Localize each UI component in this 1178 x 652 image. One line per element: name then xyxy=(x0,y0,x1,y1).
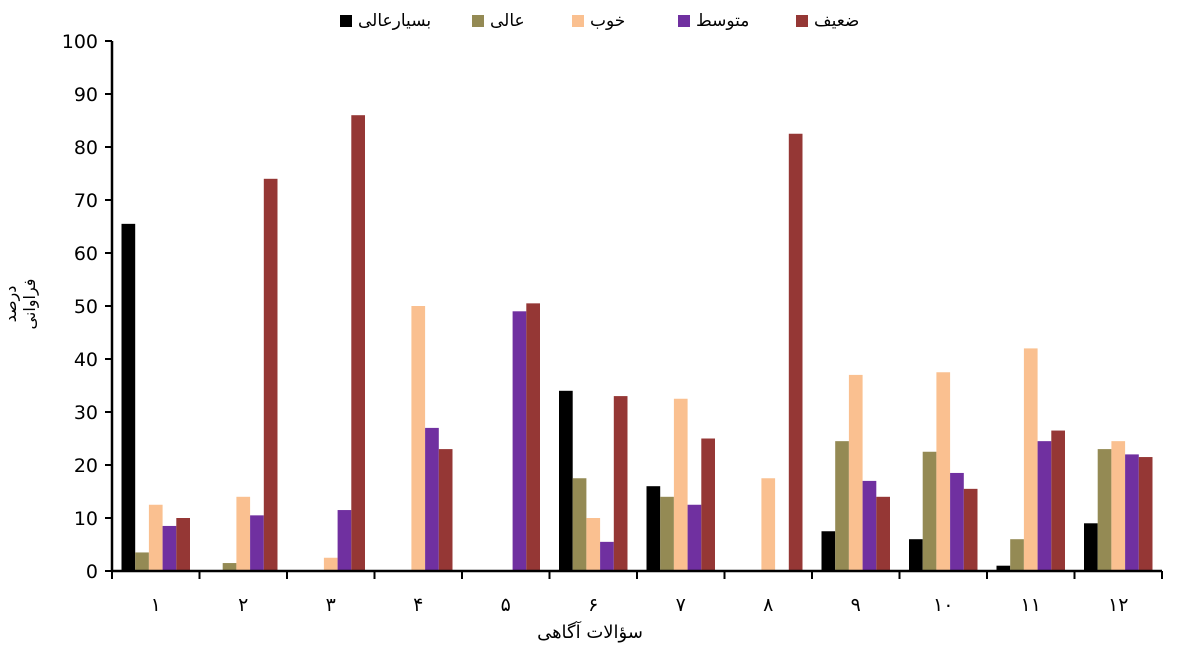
bar xyxy=(425,427,439,571)
bar xyxy=(646,486,661,571)
x-tick-label: ۳ xyxy=(326,594,336,616)
y-tick-label: 100 xyxy=(62,31,98,53)
legend-item-weak: ضعیف xyxy=(796,8,859,34)
bar xyxy=(162,525,177,571)
y-tick-label: 90 xyxy=(74,84,98,106)
bar xyxy=(176,518,190,571)
bar xyxy=(411,306,426,571)
bar xyxy=(848,374,863,571)
legend-swatch xyxy=(678,15,690,27)
bar xyxy=(950,472,964,571)
bar xyxy=(263,178,278,572)
x-tick-label: ۱۱ xyxy=(1021,594,1041,616)
bar xyxy=(323,557,338,571)
bar xyxy=(1051,430,1065,571)
bar xyxy=(586,518,601,571)
bar xyxy=(687,504,702,571)
legend-swatch xyxy=(472,15,484,27)
x-tick-label: ۵ xyxy=(501,594,511,616)
legend-swatch xyxy=(340,15,352,27)
x-tick-label: ۱۰ xyxy=(933,594,953,616)
legend-swatch xyxy=(572,15,584,27)
bar xyxy=(1111,441,1126,571)
bar xyxy=(135,552,149,571)
legend: بسیارعالی عالی خوب متوسط ضعیف xyxy=(340,8,900,34)
bar xyxy=(512,311,527,571)
bar xyxy=(1097,449,1112,571)
bar xyxy=(438,449,453,571)
x-axis-title: سؤالات آگاهی xyxy=(537,622,643,643)
bar xyxy=(1138,457,1153,571)
x-tick-label: ۱۲ xyxy=(1108,594,1128,616)
y-tick-label: 0 xyxy=(86,561,98,583)
bar xyxy=(337,510,352,571)
legend-label: متوسط xyxy=(696,11,750,31)
x-tick-label: ۶ xyxy=(588,594,598,616)
x-tick-label: ۲ xyxy=(238,594,248,616)
legend-item-good: خوب xyxy=(572,8,625,34)
bar xyxy=(660,496,674,571)
bar xyxy=(701,438,715,571)
bar xyxy=(236,496,251,571)
y-tick-label: 80 xyxy=(74,137,98,159)
bar xyxy=(922,451,937,571)
y-tick-label: 70 xyxy=(74,190,98,212)
bar xyxy=(862,480,877,571)
bar xyxy=(600,541,614,571)
bar xyxy=(351,115,365,571)
bar xyxy=(1010,539,1024,571)
y-tick-label: 20 xyxy=(74,455,98,477)
bar xyxy=(250,515,264,571)
legend-label: عالی xyxy=(490,11,525,31)
legend-item-average: متوسط xyxy=(678,8,749,34)
bar xyxy=(876,496,890,571)
bar xyxy=(559,390,573,571)
bar xyxy=(1125,454,1139,571)
bar xyxy=(526,303,540,571)
bar xyxy=(1023,348,1038,571)
bar xyxy=(996,565,1011,571)
bar xyxy=(572,478,587,571)
bar xyxy=(222,563,237,571)
y-tick-label: 60 xyxy=(74,243,98,265)
bar xyxy=(761,478,776,571)
y-tick-label: 50 xyxy=(74,296,98,318)
y-tick-label: 30 xyxy=(74,402,98,424)
legend-item-very-excellent: بسیارعالی xyxy=(340,8,431,34)
legend-label: بسیارعالی xyxy=(358,11,432,31)
bar xyxy=(963,488,978,571)
legend-label: ضعیف xyxy=(814,11,860,31)
bar xyxy=(613,396,628,571)
bar xyxy=(835,441,849,571)
x-tick-label: ۱ xyxy=(151,594,161,616)
bar xyxy=(1084,523,1098,571)
x-tick-label: ۴ xyxy=(413,594,423,616)
x-tick-label: ۹ xyxy=(851,594,861,616)
y-tick-label: 40 xyxy=(74,349,98,371)
bar xyxy=(909,539,923,571)
legend-label: خوب xyxy=(590,11,626,31)
bar xyxy=(673,398,688,571)
x-tick-label: ۸ xyxy=(763,594,773,616)
bar xyxy=(821,531,836,571)
bar xyxy=(788,133,803,571)
y-axis-title: درصد فراوانی xyxy=(1,278,39,330)
bar xyxy=(148,504,163,571)
legend-item-excellent: عالی xyxy=(472,8,525,34)
bar xyxy=(936,372,951,571)
bar xyxy=(121,223,136,571)
x-tick-label: ۷ xyxy=(676,594,686,616)
y-tick-label: 10 xyxy=(74,508,98,530)
bar xyxy=(1037,441,1052,571)
legend-swatch xyxy=(796,15,808,27)
